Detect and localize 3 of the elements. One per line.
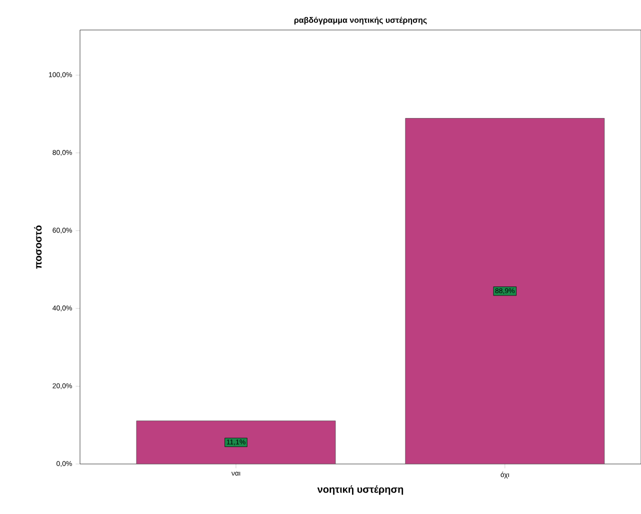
- y-axis-title: ποσοστό: [34, 225, 42, 269]
- x-axis-title: νοητική υστέρηση: [317, 485, 404, 495]
- chart-title: ραβδόγραμμα νοητικής υστέρησης: [294, 16, 427, 24]
